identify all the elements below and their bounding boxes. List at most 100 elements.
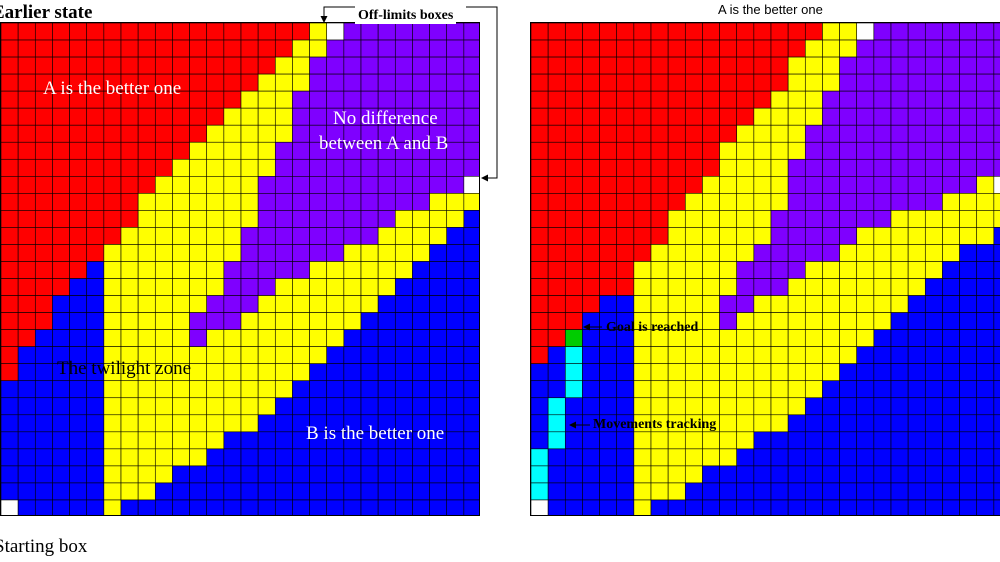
grid-cell: [257, 227, 276, 245]
grid-cell: [650, 261, 669, 279]
grid-cell: [873, 329, 892, 347]
grid-cell: [804, 329, 823, 347]
grid-cell: [223, 261, 242, 279]
grid-cell: [719, 193, 738, 211]
grid-cell: [873, 210, 892, 228]
grid-cell: [240, 73, 259, 92]
grid-cell: [343, 90, 362, 109]
grid-cell: [804, 482, 823, 501]
grid-cell: [547, 124, 566, 143]
grid-cell: [377, 227, 396, 245]
grid-cell: [377, 56, 396, 75]
grid-cell: [907, 499, 926, 515]
grid-cell: [924, 380, 943, 399]
grid-cell: [52, 448, 70, 467]
grid-cell: [206, 295, 225, 313]
grid-cell: [172, 414, 190, 433]
grid-cell: [120, 227, 139, 245]
grid-cell: [907, 23, 926, 41]
grid-cell: [976, 363, 995, 382]
grid-cell: [616, 56, 635, 75]
grid-cell: [86, 244, 105, 262]
grid-cell: [684, 23, 703, 41]
grid-cell: [924, 261, 943, 279]
grid-cell: [667, 39, 686, 58]
grid-cell: [446, 90, 465, 109]
grid-cell: [822, 465, 840, 484]
grid-cell: [429, 363, 448, 382]
grid-cell: [446, 380, 465, 399]
grid-cell: [787, 261, 806, 279]
grid-cell: [1, 227, 19, 245]
grid-cell: [1, 380, 19, 399]
grid-cell: [839, 278, 858, 296]
grid-cell: [172, 210, 190, 228]
grid-cell: [34, 295, 53, 313]
grid-cell: [582, 158, 600, 177]
grid-cell: [736, 499, 755, 515]
grid-cell: [274, 210, 293, 228]
grid-cell: [753, 448, 772, 467]
grid-cell: [34, 329, 53, 347]
grid-cell: [907, 56, 926, 75]
grid-cell: [856, 261, 875, 279]
grid-cell: [69, 56, 88, 75]
grid-cell: [86, 499, 105, 515]
grid-cell: [137, 482, 156, 501]
grid-cell: [976, 465, 995, 484]
grid-cell: [34, 244, 53, 262]
grid-cell: [564, 414, 583, 433]
grid-cell: [770, 39, 789, 58]
grid-cell: [564, 261, 583, 279]
grid-cell: [599, 380, 618, 399]
grid-cell: [531, 90, 549, 109]
grid-cell: [69, 244, 88, 262]
grid-cell: [120, 482, 139, 501]
grid-cell: [633, 107, 652, 126]
grid-cell: [34, 482, 53, 501]
grid-cell: [942, 465, 960, 484]
grid-cell: [429, 465, 448, 484]
grid-cell: [429, 56, 448, 75]
grid-cell: [547, 414, 566, 433]
grid-cell: [154, 141, 173, 160]
grid-cell: [702, 244, 720, 262]
grid-cell: [564, 329, 583, 347]
grid-cell: [890, 244, 909, 262]
grid-cell: [446, 482, 465, 501]
grid-cell: [309, 244, 328, 262]
grid-cell: [856, 448, 875, 467]
grid-cell: [206, 107, 225, 126]
grid-cell: [993, 227, 1000, 245]
grid-cell: [787, 176, 806, 194]
grid-cell: [770, 23, 789, 41]
grid-cell: [787, 73, 806, 92]
grid-cell: [839, 329, 858, 347]
grid-cell: [223, 124, 242, 143]
grid-cell: [17, 210, 36, 228]
grid-cell: [633, 448, 652, 467]
grid-cell: [360, 465, 379, 484]
grid-cell: [326, 39, 345, 58]
grid-cell: [137, 499, 156, 515]
grid-cell: [890, 431, 909, 450]
grid-cell: [616, 431, 635, 450]
grid-cell: [770, 107, 789, 126]
grid-cell: [804, 431, 823, 450]
grid-cell: [993, 414, 1000, 433]
grid-cell: [103, 414, 122, 433]
grid-cell: [309, 363, 328, 382]
grid-cell: [446, 261, 465, 279]
grid-cell: [667, 56, 686, 75]
grid-cell: [360, 295, 379, 313]
grid-cell: [770, 448, 789, 467]
grid-cell: [154, 193, 173, 211]
grid-cell: [292, 329, 310, 347]
grid-cell: [993, 482, 1000, 501]
grid-cell: [34, 124, 53, 143]
grid-cell: [394, 346, 413, 364]
grid-cell: [804, 193, 823, 211]
grid-cell: [667, 158, 686, 177]
grid-cell: [736, 56, 755, 75]
grid-cell: [52, 158, 70, 177]
